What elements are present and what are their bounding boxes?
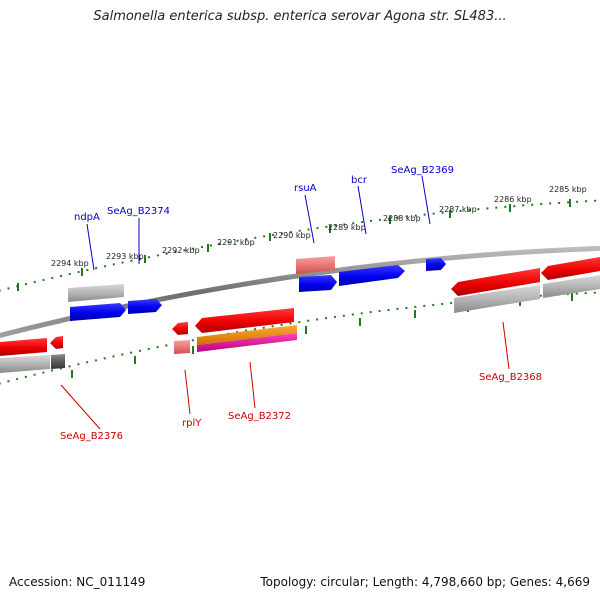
misc-feature[interactable] bbox=[197, 333, 297, 352]
gene-label-ndpa[interactable]: ndpA bbox=[74, 212, 100, 223]
reverse-features bbox=[0, 257, 600, 373]
cds-reverse-feature[interactable] bbox=[195, 308, 294, 333]
gene-feature[interactable] bbox=[51, 354, 65, 369]
genome-info-text: Topology: circular; Length: 4,798,660 bp… bbox=[260, 575, 590, 589]
gene-label-seag-b2369[interactable]: SeAg_B2369 bbox=[391, 165, 454, 176]
accession-text: Accession: NC_011149 bbox=[9, 575, 146, 589]
tick-label: 2294 kbp bbox=[51, 259, 89, 268]
forward-features bbox=[68, 256, 446, 321]
tick-label: 2292 kbp bbox=[162, 246, 200, 255]
gene-label-seag-b2374[interactable]: SeAg_B2374 bbox=[107, 206, 170, 217]
cds-forward-feature[interactable] bbox=[426, 258, 446, 271]
forward-tick-ring bbox=[0, 199, 600, 292]
gene-label-rply[interactable]: rplY bbox=[182, 418, 202, 429]
cds-forward-feature[interactable] bbox=[70, 303, 126, 321]
tick-label: 2291 kbp bbox=[217, 238, 255, 247]
cds-reverse-feature[interactable] bbox=[0, 338, 47, 356]
cds-reverse-feature[interactable] bbox=[50, 336, 63, 349]
gene-label-seag-b2372[interactable]: SeAg_B2372 bbox=[228, 411, 291, 422]
gene-label-seag-b2368[interactable]: SeAg_B2368 bbox=[479, 372, 542, 383]
gene-label-seag-b2376[interactable]: SeAg_B2376 bbox=[60, 431, 123, 442]
tick-label: 2288 kbp bbox=[383, 214, 421, 223]
gene-feature[interactable] bbox=[0, 355, 50, 373]
gene-feature[interactable] bbox=[543, 275, 600, 298]
genome-title: Salmonella enterica subsp. enterica sero… bbox=[93, 9, 507, 24]
tick-label: 2285 kbp bbox=[549, 185, 587, 194]
tick-label: 2289 kbp bbox=[328, 223, 366, 232]
gene-label-rsua[interactable]: rsuA bbox=[294, 183, 317, 194]
tick-label: 2287 kbp bbox=[439, 205, 477, 214]
gene-labels: ndpA SeAg_B2374 rsuA bcr SeAg_B2369 SeAg… bbox=[60, 165, 542, 442]
cds-forward-feature[interactable] bbox=[299, 275, 337, 292]
forward-major-ticks bbox=[17, 199, 571, 291]
misc-feature[interactable] bbox=[197, 325, 297, 345]
tick-label: 2290 kbp bbox=[273, 231, 311, 240]
gene-label-bcr[interactable]: bcr bbox=[351, 175, 368, 186]
gene-feature[interactable] bbox=[68, 284, 124, 302]
tick-label: 2293 kbp bbox=[106, 252, 144, 261]
cds-reverse-feature[interactable] bbox=[172, 322, 188, 335]
cds-forward-feature[interactable] bbox=[339, 265, 405, 286]
tick-label: 2286 kbp bbox=[494, 195, 532, 204]
cds-reverse-feature[interactable] bbox=[451, 268, 540, 296]
label-leader-lines bbox=[60, 175, 510, 430]
cds-forward-feature[interactable] bbox=[128, 299, 162, 314]
rna-feature[interactable] bbox=[174, 340, 190, 354]
rna-feature[interactable] bbox=[296, 256, 335, 274]
gene-feature[interactable] bbox=[454, 285, 540, 313]
coordinate-labels: 2294 kbp 2293 kbp 2292 kbp 2291 kbp 2290… bbox=[51, 185, 587, 268]
cds-reverse-feature[interactable] bbox=[541, 257, 600, 280]
